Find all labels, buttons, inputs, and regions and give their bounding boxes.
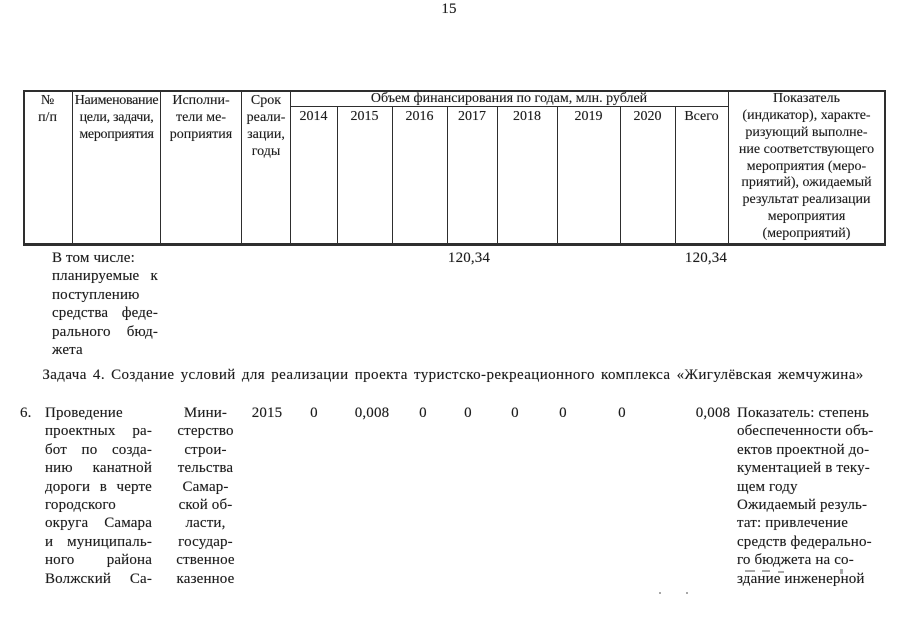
divider-2019-2020 xyxy=(620,107,621,243)
row6-value-2019: 0 xyxy=(559,405,567,421)
scan-noise xyxy=(659,592,661,594)
year-header-2019: 2019 xyxy=(574,109,603,124)
row6-value-2017: 0 xyxy=(464,405,472,421)
page-number: 15 xyxy=(441,1,457,17)
row6-value-2015: 0,008 xyxy=(354,405,390,421)
row6-value-2018: 0 xyxy=(511,405,519,421)
table-border-top xyxy=(23,90,886,92)
row6-executor: Мини- стерство строи- тельства Самар- ск… xyxy=(176,405,235,587)
table-border-bottom xyxy=(23,243,886,246)
year-header-2020: 2020 xyxy=(633,109,662,124)
finance-group-underline xyxy=(290,106,728,107)
row6-term: 2015 xyxy=(251,405,283,421)
year-header-2015: 2015 xyxy=(350,109,379,124)
divider-2015-2016 xyxy=(392,107,393,243)
col-header-indicator: Показатель (индикатор), характе- ризующи… xyxy=(738,91,875,242)
task-4-heading: Задача 4. Создание условий для реализаци… xyxy=(42,367,864,383)
divider-term-finance xyxy=(290,90,291,243)
year-header-2017: 2017 xyxy=(458,109,486,124)
table-border-right xyxy=(884,90,886,246)
divider-finance-indicator xyxy=(728,90,729,243)
year-header-total: Всего xyxy=(684,109,719,124)
divider-num-name xyxy=(72,90,73,243)
divider-2018-2019 xyxy=(557,107,558,243)
divider-2014-2015 xyxy=(337,107,338,243)
col-header-executor: Исполни- тели ме- роприятия xyxy=(169,93,233,142)
divider-name-executor xyxy=(160,90,161,243)
divider-2016-2017 xyxy=(447,107,448,243)
subtotal-row-name: В том числе: планируемые к поступлению с… xyxy=(52,250,158,358)
col-header-num: № п/п xyxy=(38,93,57,125)
scan-noise xyxy=(745,570,755,572)
row6-value-2014: 0 xyxy=(310,405,318,421)
row6-value-2016: 0 xyxy=(419,405,427,421)
col-header-name: Наименование цели, задачи, мероприятия xyxy=(74,93,159,142)
row6-value-total: 0,008 xyxy=(695,405,731,421)
row6-name: Проведение проектных ра- бот по созда- н… xyxy=(45,405,152,587)
scan-noise xyxy=(686,592,688,594)
table-border-left xyxy=(23,90,25,246)
divider-2017-2018 xyxy=(497,107,498,243)
scan-noise xyxy=(778,571,784,573)
year-header-2018: 2018 xyxy=(513,109,541,124)
subtotal-value-total: 120,34 xyxy=(684,250,728,266)
row6-indicator: Показатель: степень обеспеченности объ- … xyxy=(737,405,874,587)
divider-2020-total xyxy=(675,107,676,243)
year-header-2014: 2014 xyxy=(299,109,328,124)
row6-value-2020: 0 xyxy=(618,405,626,421)
subtotal-value-2017: 120,34 xyxy=(447,250,491,266)
divider-executor-term xyxy=(241,90,242,243)
finance-group-header: Объем финансирования по годам, млн. рубл… xyxy=(370,91,648,106)
scan-noise xyxy=(762,570,770,572)
row6-number: 6. xyxy=(20,405,32,421)
scan-noise xyxy=(840,569,843,574)
year-header-2016: 2016 xyxy=(405,109,434,124)
col-header-term: Срок реали- зации, годы xyxy=(246,93,286,159)
